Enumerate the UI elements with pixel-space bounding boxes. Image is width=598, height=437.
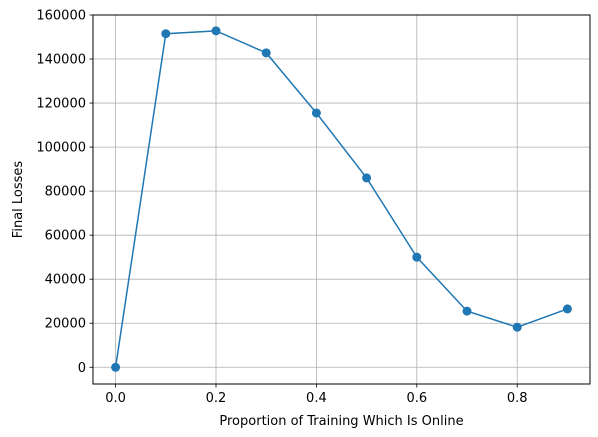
y-axis: 0 20000 40000 60000 80000 100000 120000 140000 1… <box>36 9 93 376</box>
data-point <box>161 29 171 39</box>
x-tick-label: 0.4 <box>306 391 327 406</box>
data-point <box>362 173 372 183</box>
y-tick-label: 160000 <box>36 9 86 24</box>
y-tick-label: 140000 <box>36 53 86 68</box>
y-tick-label: 120000 <box>36 97 86 112</box>
data-point <box>562 304 572 314</box>
y-tick-label: 0 <box>78 361 86 376</box>
y-tick-label: 40000 <box>45 273 86 288</box>
x-axis-label: Proportion of Training Which Is Online <box>219 414 463 429</box>
x-tick-label: 0.2 <box>206 391 227 406</box>
x-tick-label: 0.0 <box>105 391 126 406</box>
x-tick-label: 0.6 <box>406 391 427 406</box>
data-point <box>412 252 422 262</box>
series-layer <box>111 26 572 372</box>
x-tick-label: 0.8 <box>507 391 528 406</box>
x-axis: 0.0 0.2 0.4 0.6 0.8 <box>105 384 528 406</box>
y-axis-label: Final Losses <box>11 161 26 239</box>
plot-frame <box>92 14 591 385</box>
data-point <box>512 322 522 332</box>
data-point <box>211 26 221 36</box>
series-line <box>114 30 568 368</box>
y-tick-label: 100000 <box>36 141 86 156</box>
data-point <box>111 362 121 372</box>
y-tick-label: 20000 <box>45 317 86 332</box>
data-point <box>462 306 472 316</box>
data-point <box>261 48 271 58</box>
data-point <box>311 108 321 118</box>
y-tick-label: 60000 <box>45 229 86 244</box>
y-tick-label: 80000 <box>45 185 86 200</box>
